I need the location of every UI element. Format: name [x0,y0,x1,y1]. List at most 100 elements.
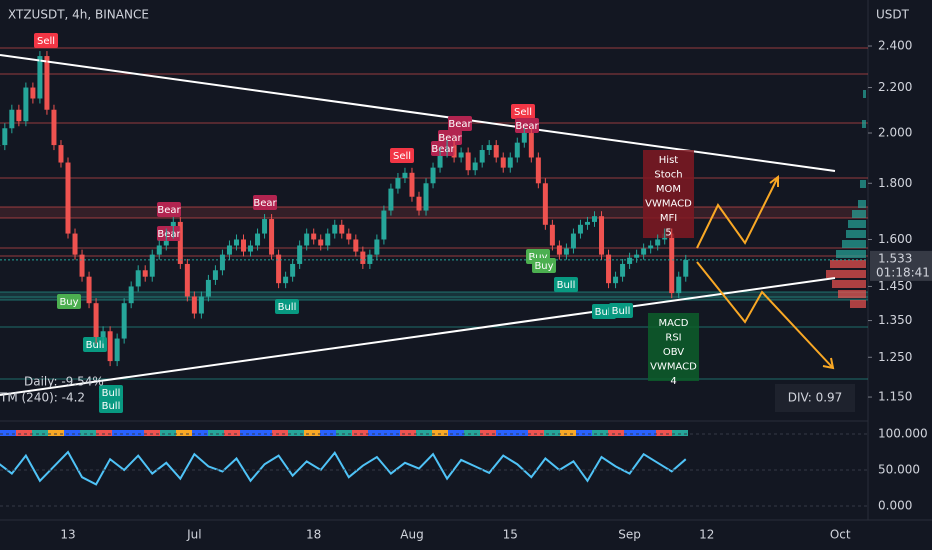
signal-badge [609,303,633,318]
signal-label: Buy [59,297,78,308]
signal-label: Bull [557,280,576,291]
overlay: 1.53301:18:41SellBearBearBearSellBearBea… [0,33,932,436]
volume-profile [842,240,866,248]
signal-label: Bull [612,306,631,317]
signal-badge [99,398,123,413]
divergence-label: OBV [663,347,684,358]
signal-label: Bear [438,133,462,144]
signal-label: Bear [515,121,539,132]
signal-strip [608,430,624,436]
y-tick-label: 2.400 [878,39,912,53]
x-tick-label: Aug [400,528,423,542]
signal-strip [496,430,512,436]
volume-profile [830,260,866,268]
signal-strip [544,430,560,436]
signal-strip [192,430,208,436]
signal-strip [0,430,16,436]
signal-strip [656,430,672,436]
signal-badge [431,141,455,156]
signal-badge [390,148,414,163]
volume-profile [863,90,866,98]
signal-strip [672,430,688,436]
signal-strip [304,430,320,436]
symbol-title: XTZUSDT, 4h, BINANCE [8,8,149,22]
signal-badge [34,33,58,48]
signal-strip [272,430,288,436]
signal-strip [112,430,128,436]
signal-strip [224,430,240,436]
y-tick-label: 2.000 [878,126,912,140]
divergence-label: MOM [656,184,681,195]
divergence-label: 5 [665,228,671,239]
divergence-label: Hist [659,155,679,166]
signal-label: Bull [102,388,121,399]
signal-strip [432,430,448,436]
divergence-label: RSI [665,333,681,344]
arrow-head [769,175,779,187]
signal-label: Bear [157,205,181,216]
volume-profile [850,300,866,308]
signal-strip [96,430,112,436]
divergence-label: MFI [660,213,677,224]
x-tick-label: 13 [60,528,75,542]
signal-strip [560,430,576,436]
y-tick-label: 1.600 [878,232,912,246]
signal-strip [48,430,64,436]
volume-profile [858,200,866,208]
divergence-box [648,313,699,381]
divergence-box [643,150,694,238]
signal-label: Bear [253,198,277,209]
signal-strip [368,430,384,436]
signal-strip [576,430,592,436]
signal-strip [16,430,32,436]
x-tick-label: 15 [503,528,518,542]
signal-label: Bear [157,229,181,240]
signal-strip [592,430,608,436]
divergence-label: VWMACD [650,362,697,373]
countdown: 01:18:41 [876,265,930,279]
signal-badge [532,258,556,273]
signal-label: Bull [278,302,297,313]
signal-strip [624,430,640,436]
signal-strip [352,430,368,436]
x-tick-label: 12 [699,528,714,542]
volume-profile [862,120,866,128]
projection-arrow [696,261,834,369]
oscillator-line [0,450,687,486]
x-tick-label: Sep [618,528,641,542]
signal-badge [83,337,107,352]
signal-strip [80,430,96,436]
x-tick-label: Jul [186,528,201,542]
arrow-head [822,357,835,370]
signal-label: Buy [528,252,547,263]
signal-badge [157,202,181,217]
signal-strip [512,430,528,436]
signal-strip [640,430,656,436]
signal-strip [464,430,480,436]
signal-strip [288,430,304,436]
price-levels [0,47,868,380]
signal-badge [554,277,578,292]
signal-label: Bull [102,401,121,412]
y-tick-label: 1.800 [878,176,912,190]
volume-profile [846,230,866,238]
last-price-label: 1.533 [878,251,912,265]
volume-profile [838,290,866,298]
signal-strip [144,430,160,436]
last-price-box [870,250,932,281]
signal-strip [384,430,400,436]
div-box [775,384,855,412]
signal-label: Bull [86,340,105,351]
trendline [0,277,836,396]
osc-tick-label: 50.000 [878,462,920,476]
signal-label: Bull [595,307,614,318]
signal-strip [400,430,416,436]
x-tick-label: 18 [306,528,321,542]
info-line: TM (240): -4.2 [0,391,85,405]
signal-label: Bear [448,119,472,130]
signal-strip [208,430,224,436]
signal-badge [511,104,535,119]
info-line: Daily: -9.54% [24,375,104,389]
signal-strip [176,430,192,436]
